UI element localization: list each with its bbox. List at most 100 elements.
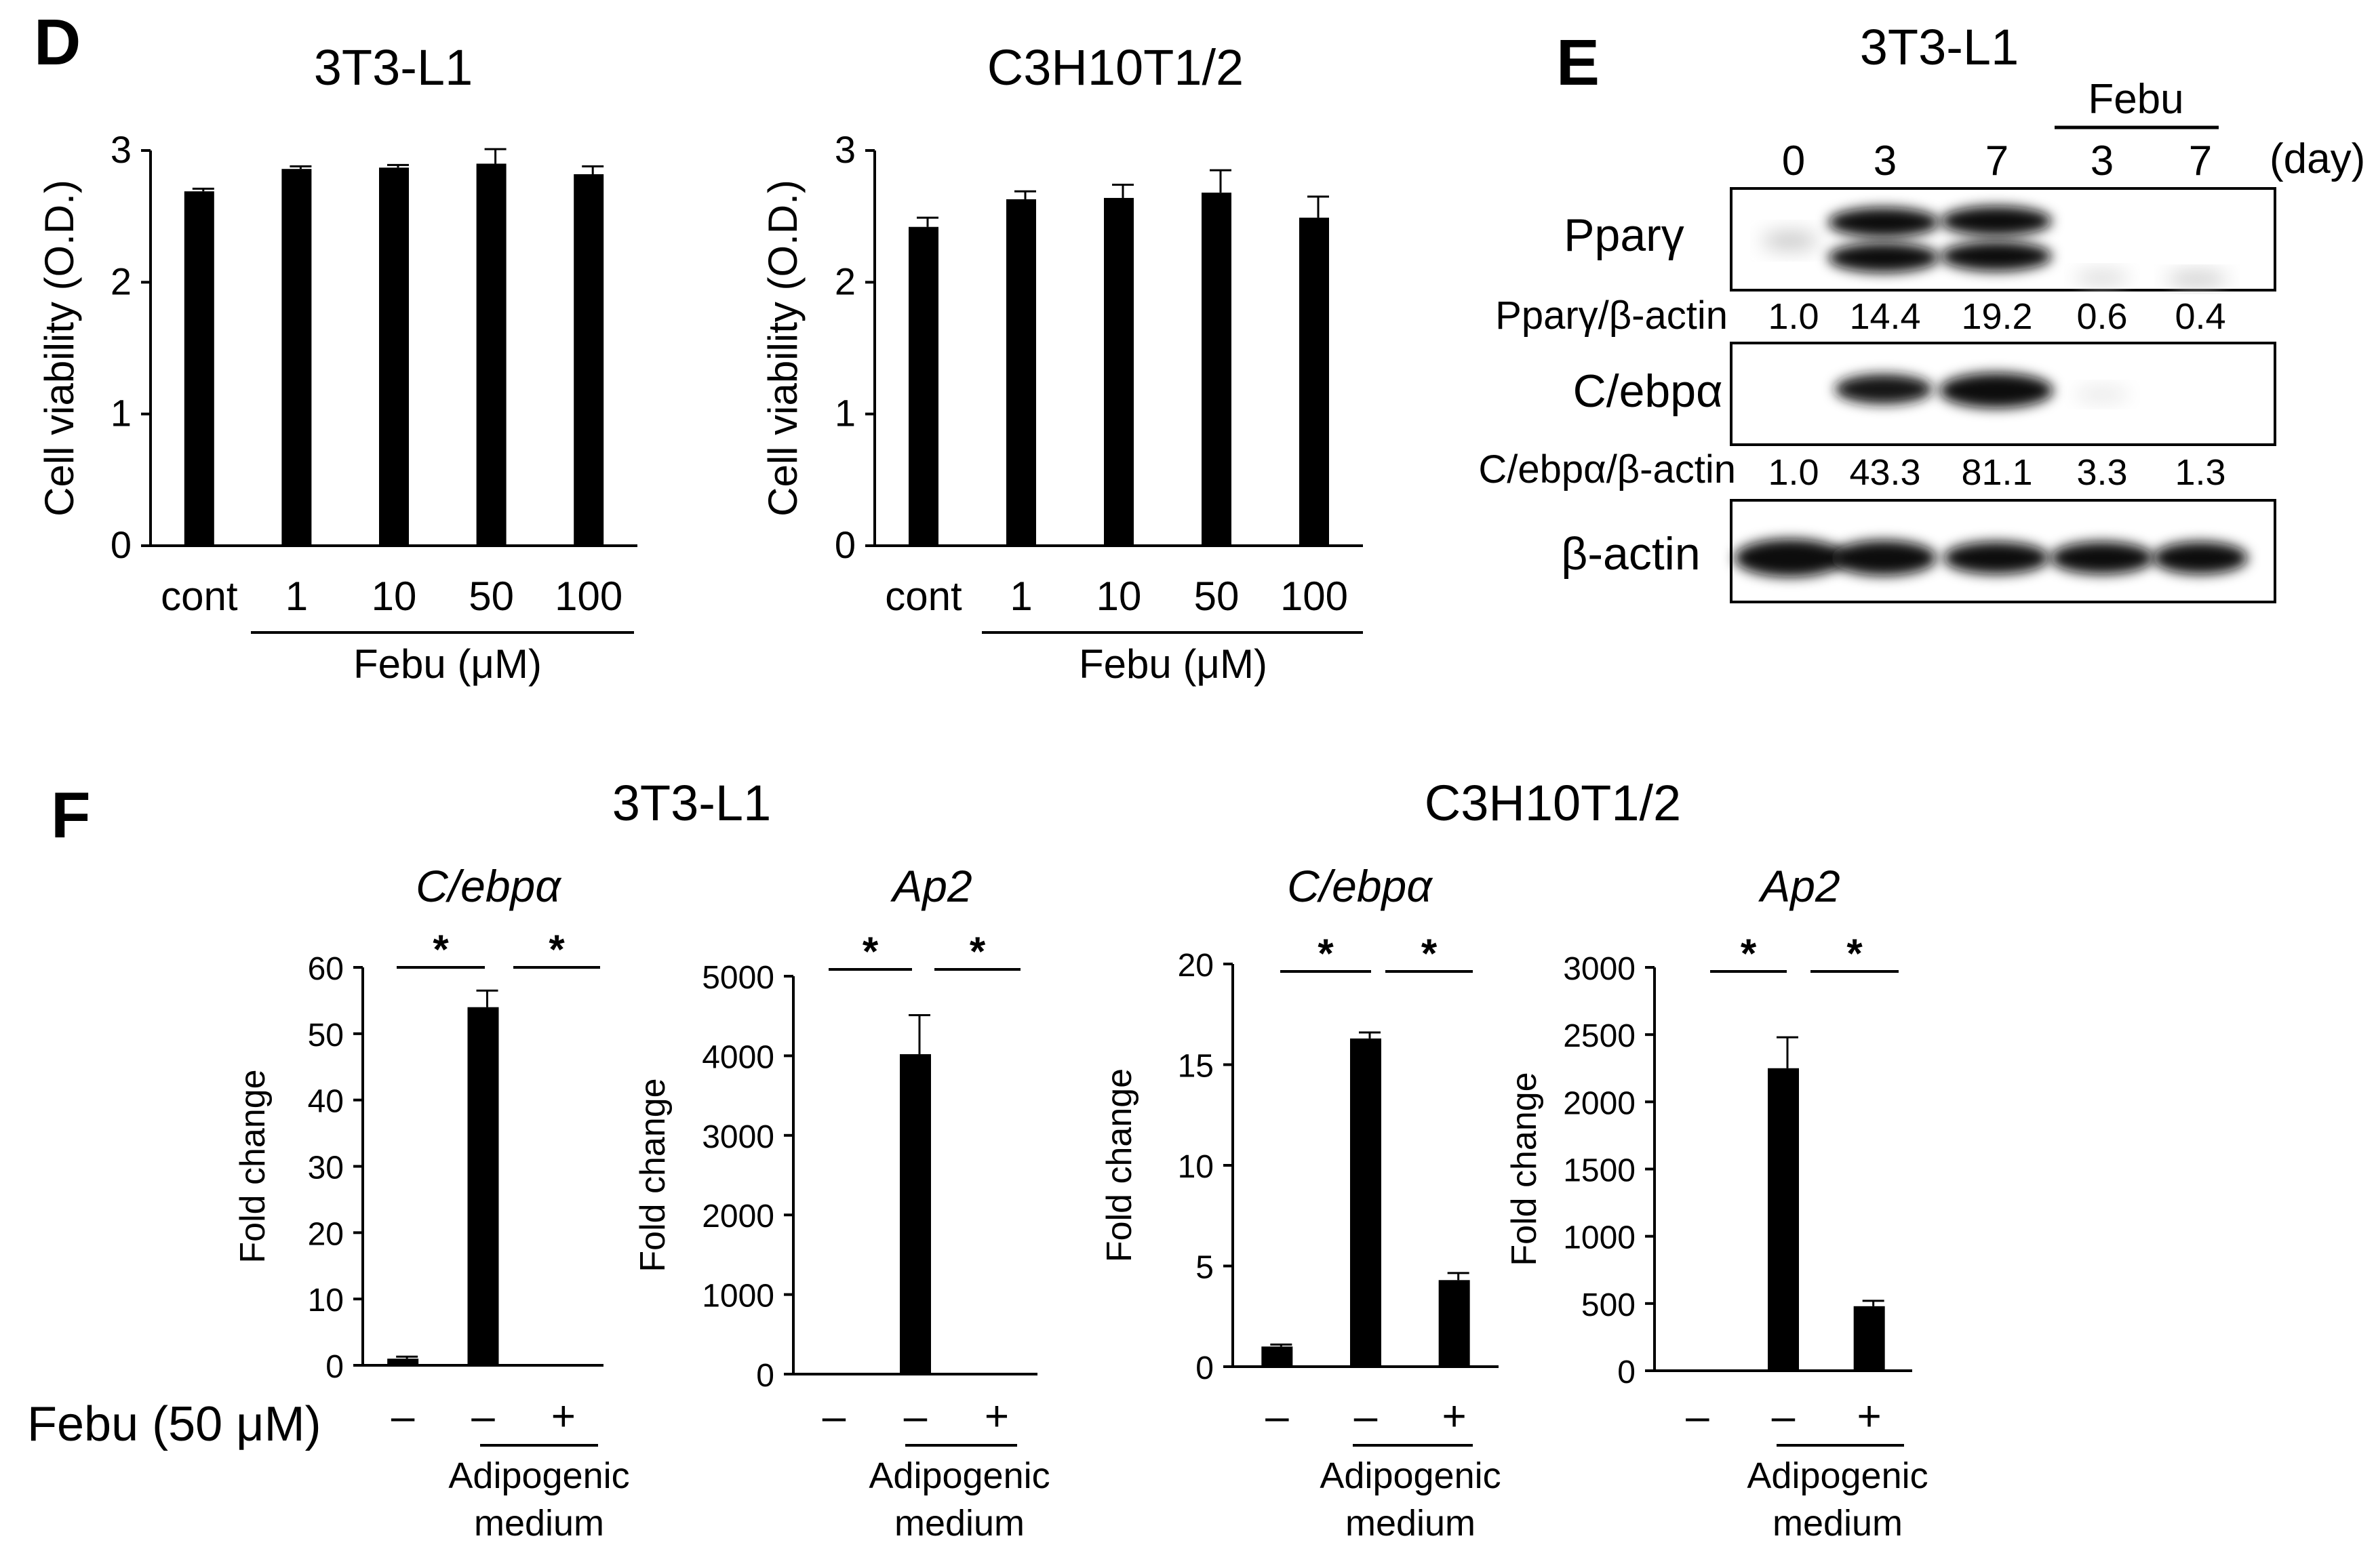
x-tick-label: – — [904, 1393, 928, 1440]
blot-lane-label: 7 — [1985, 138, 2008, 184]
blot-lane-label: 3 — [1874, 138, 1897, 184]
bar — [900, 1054, 931, 1374]
x-tick-label: + — [551, 1393, 576, 1440]
gene-title: C/ebpα — [1287, 861, 1433, 911]
y-tick-label: 40 — [308, 1084, 344, 1120]
chart-f-ap2-3t3-l1: Ap2 0 1000 2000 3000 4000 5000 Fold change – – + Ad… — [633, 861, 1050, 1544]
bar — [909, 226, 938, 546]
ratio-label-ppar-gamma: Pparγ/β-actin — [1495, 294, 1728, 338]
x-tick-label: cont — [885, 574, 962, 619]
band-actin-febu-day7 — [2153, 542, 2248, 574]
group-label-line1: Adipogenic — [1320, 1455, 1501, 1496]
y-tick-label: 1 — [835, 392, 856, 435]
x-tick-label: – — [1265, 1393, 1289, 1440]
x-tick-label: – — [471, 1393, 495, 1440]
y-axis-label: Cell viability (O.D.) — [760, 180, 806, 517]
ratio-value-cebpa: 81.1 — [1961, 452, 2032, 493]
y-tick-label: 1000 — [702, 1279, 774, 1314]
group-label-line2: medium — [894, 1503, 1025, 1544]
y-tick-label: 4000 — [702, 1039, 774, 1075]
ratio-value-ppar: 0.6 — [2076, 296, 2127, 337]
ratio-value-cebpa: 3.3 — [2076, 452, 2127, 493]
y-tick-label: 60 — [308, 951, 344, 987]
band-ppar-day3-lower — [1828, 243, 1939, 273]
blot-label-beta-actin: β-actin — [1561, 528, 1700, 580]
band-ppar-day3-upper — [1828, 207, 1939, 237]
significance-star: * — [1846, 931, 1863, 976]
x-tick-label: 50 — [1194, 574, 1240, 619]
blot-lane-label: 7 — [2189, 138, 2212, 184]
x-tick-label: – — [1354, 1393, 1378, 1440]
chart-title: C3H10T1/2 — [987, 39, 1244, 96]
y-tick-label: 10 — [308, 1283, 344, 1319]
y-tick-label: 3000 — [1563, 951, 1636, 987]
febu-50-row-label: Febu (50 μM) — [27, 1397, 321, 1451]
y-axis-label: Fold change — [633, 1078, 673, 1272]
y-tick-label: 20 — [308, 1216, 344, 1252]
chart-f-cebpa-c3h10t1-2: C/ebpα 0 5 10 15 20 Fold change – – + Adipogenic me… — [1100, 861, 1501, 1544]
x-tick-label: 10 — [1096, 574, 1142, 619]
y-axis-label: Fold change — [233, 1069, 273, 1263]
western-blot: 3T3-L1 Febu 0 3 7 3 7 (day) Pparγ Pparγ/β-ac… — [1478, 19, 2365, 603]
significance-star: * — [433, 927, 449, 972]
bar — [1438, 1280, 1470, 1367]
x-tick-label: + — [1857, 1393, 1882, 1440]
significance-star: * — [549, 927, 565, 972]
y-tick-label: 10 — [1178, 1149, 1214, 1185]
y-tick-label: 3 — [835, 128, 856, 171]
x-tick-label: + — [985, 1393, 1009, 1440]
y-tick-label: 0 — [1617, 1354, 1636, 1390]
x-tick-label: – — [1772, 1393, 1796, 1440]
blot-lane-label: 3 — [2091, 138, 2114, 184]
ratio-value-cebpa: 1.3 — [2175, 452, 2225, 493]
blot-bands-beta-actin — [1735, 539, 2248, 577]
y-tick-label: 1000 — [1563, 1220, 1636, 1256]
group-label-line1: Adipogenic — [448, 1455, 629, 1496]
gene-title: Ap2 — [890, 861, 972, 911]
bar — [379, 167, 409, 546]
blot-label-ppar-gamma: Pparγ — [1564, 209, 1684, 261]
x-tick-label: – — [1686, 1393, 1709, 1440]
y-tick-label: 2000 — [702, 1199, 774, 1234]
band-ppar-febu-day7 — [2166, 273, 2228, 286]
significance-star: * — [1318, 931, 1334, 976]
y-tick-label: 2 — [111, 260, 132, 302]
bar — [1104, 197, 1134, 546]
bar — [1202, 193, 1231, 546]
chart-f-cebpa-3t3-l1: C/ebpα 0 10 20 30 40 50 60 Fold change – – + Adipoge… — [233, 861, 630, 1544]
y-tick-label: 30 — [308, 1150, 344, 1186]
y-tick-label: 1 — [111, 392, 132, 435]
significance-star: * — [970, 929, 986, 974]
group-label-line2: medium — [1773, 1503, 1903, 1544]
blot-lane-label: 0 — [1782, 138, 1805, 184]
ratio-value-ppar: 14.4 — [1849, 296, 1920, 337]
x-tick-label: + — [1442, 1393, 1467, 1440]
panel-letter-d: D — [34, 6, 81, 79]
group-label-line1: Adipogenic — [869, 1455, 1050, 1496]
bar — [387, 1359, 419, 1365]
x-tick-label: 100 — [555, 574, 622, 619]
y-axis-label: Cell viability (O.D.) — [37, 180, 82, 517]
x-tick-label: 50 — [469, 574, 514, 619]
y-tick-label: 0 — [111, 523, 132, 566]
bar — [1261, 1346, 1293, 1367]
x-tick-label: – — [391, 1393, 415, 1440]
blot-lane-labels: 0 3 7 3 7 — [1782, 138, 2212, 184]
y-tick-label: 0 — [1195, 1350, 1214, 1386]
y-tick-label: 50 — [308, 1018, 344, 1053]
significance-star: * — [863, 929, 879, 974]
x-tick-label: cont — [161, 574, 238, 619]
y-tick-label: 0 — [835, 523, 856, 566]
y-tick-label: 3 — [111, 128, 132, 171]
chart-d-3t3-l1: 3T3-L1 0 1 2 3 Cell viability (O.D.) cont 1 10 50… — [37, 39, 637, 687]
band-actin-day7 — [1943, 542, 2049, 574]
blot-febu-label: Febu — [2088, 76, 2183, 123]
panel-f-title-c3h10t1-2: C3H10T1/2 — [1425, 775, 1681, 831]
gene-title: Ap2 — [1758, 861, 1840, 911]
chart-d-c3h10t1-2: C3H10T1/2 0 1 2 3 Cell viability (O.D.) cont 1 1… — [760, 39, 1363, 687]
y-tick-label: 0 — [756, 1358, 774, 1394]
x-tick-label: 10 — [372, 574, 417, 619]
group-label-line2: medium — [474, 1503, 604, 1544]
ratio-values-cebpa: 1.0 43.3 81.1 3.3 1.3 — [1768, 452, 2225, 493]
